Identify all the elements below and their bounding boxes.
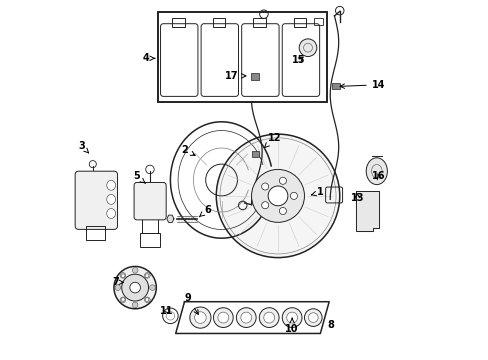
Circle shape [114,266,156,309]
Circle shape [261,202,268,209]
Bar [172,18,184,27]
Bar [331,83,339,89]
Circle shape [194,312,206,323]
Polygon shape [166,215,174,222]
Circle shape [120,273,125,278]
Circle shape [121,298,124,301]
Circle shape [144,273,150,278]
Circle shape [122,274,148,301]
Text: 15: 15 [292,55,305,65]
Bar [252,152,259,157]
Ellipse shape [106,194,115,204]
Circle shape [213,308,233,328]
Circle shape [189,307,210,328]
Bar [158,12,327,102]
Circle shape [218,312,228,323]
Bar [253,18,265,27]
Circle shape [145,274,148,278]
Circle shape [308,313,318,323]
Text: 14: 14 [339,80,385,90]
Text: 8: 8 [327,320,334,330]
Circle shape [240,312,251,323]
Circle shape [279,207,286,215]
Circle shape [132,302,138,308]
Circle shape [259,308,279,328]
Text: 6: 6 [199,205,210,217]
Circle shape [282,308,302,328]
Text: 9: 9 [184,293,198,314]
Circle shape [261,183,268,190]
Text: 5: 5 [133,171,145,183]
Circle shape [290,192,297,199]
Bar [140,233,160,247]
Circle shape [236,308,256,328]
Ellipse shape [366,158,386,185]
Text: 17: 17 [225,71,245,81]
Circle shape [263,312,274,323]
Circle shape [145,298,148,301]
Circle shape [286,312,297,323]
Circle shape [130,282,140,293]
FancyBboxPatch shape [75,171,117,229]
Bar [293,18,305,27]
Text: 7: 7 [112,277,123,287]
FancyBboxPatch shape [134,183,166,220]
Text: 13: 13 [350,193,364,203]
Text: 4: 4 [142,53,154,63]
Text: 12: 12 [264,133,281,148]
Circle shape [251,170,304,222]
Circle shape [304,309,322,327]
Circle shape [279,177,286,184]
Bar [85,226,105,240]
Text: 11: 11 [160,306,173,315]
Circle shape [121,274,124,278]
Text: 3: 3 [79,141,88,153]
Text: 10: 10 [285,318,298,334]
Bar [314,18,323,25]
Circle shape [267,186,287,206]
Text: 16: 16 [371,171,385,181]
Polygon shape [355,190,378,231]
Circle shape [115,285,121,291]
Circle shape [120,297,125,303]
Bar [212,18,224,27]
Ellipse shape [106,180,115,190]
Circle shape [216,134,339,258]
Text: 1: 1 [311,187,323,197]
Circle shape [144,297,150,303]
Circle shape [149,285,155,291]
Circle shape [132,267,138,273]
Circle shape [299,39,316,57]
Ellipse shape [106,208,115,219]
Bar [250,73,258,80]
Text: 2: 2 [181,145,195,155]
